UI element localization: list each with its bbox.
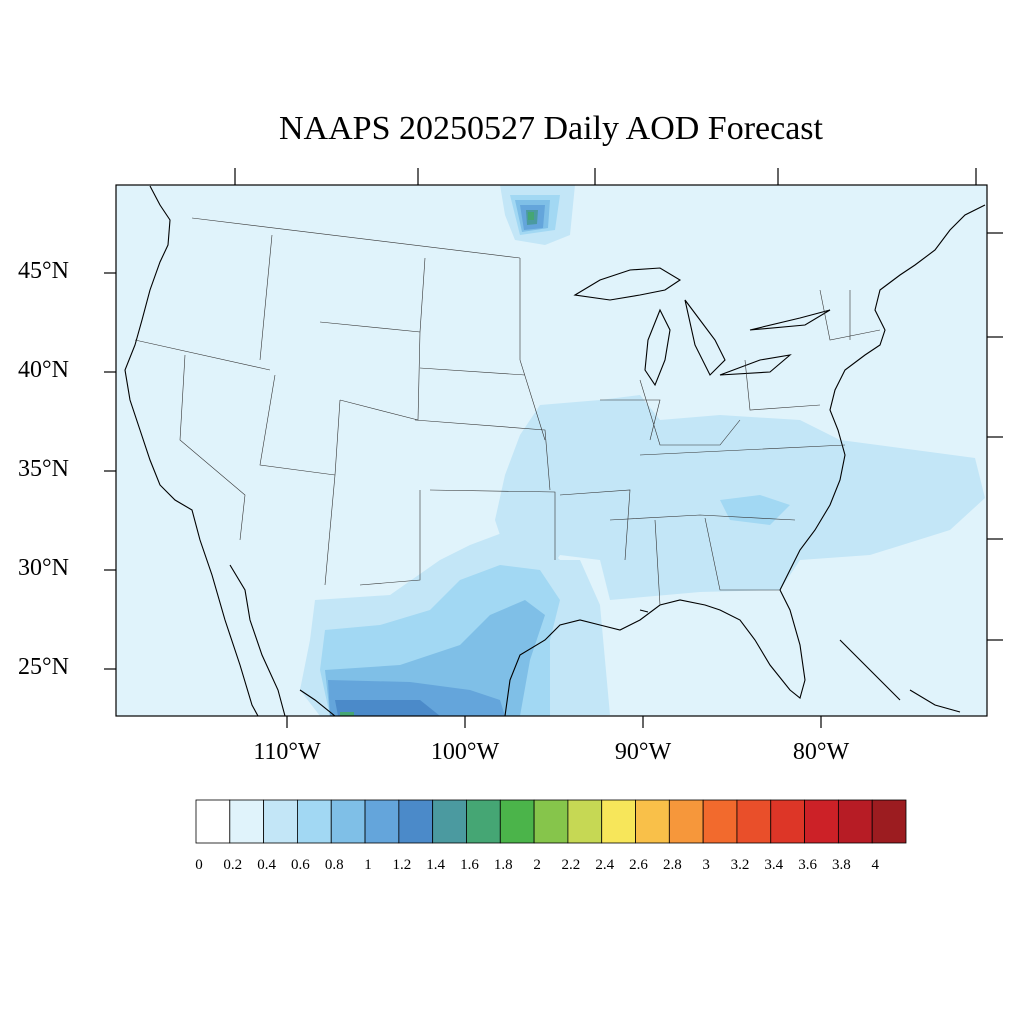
colorbar-swatch bbox=[837, 799, 873, 844]
colorbar-swatch bbox=[364, 799, 400, 844]
aod-hotspot-north bbox=[528, 212, 534, 220]
coastline-baja bbox=[229, 564, 286, 716]
colorbar-tick-label: 0.4 bbox=[257, 857, 276, 873]
colorbar-swatch bbox=[466, 799, 501, 844]
colorbar-tick-label: 3.2 bbox=[730, 857, 750, 873]
aod-hotspot-mexico bbox=[340, 712, 354, 716]
colorbar-swatch bbox=[668, 799, 704, 844]
colorbar-swatch bbox=[871, 799, 907, 844]
colorbar-tick-label: 3 bbox=[702, 857, 710, 873]
lon-label-110w: 110°W bbox=[253, 739, 321, 765]
lat-label-40: 40°N bbox=[18, 357, 69, 383]
aod-region-carolinas bbox=[720, 495, 790, 525]
colorbar-tick-label: 4 bbox=[871, 857, 879, 873]
colorbar-swatch bbox=[736, 799, 772, 844]
colorbar-swatch bbox=[398, 799, 434, 844]
colorbar-swatch bbox=[195, 799, 231, 844]
lat-label-25: 25°N bbox=[18, 654, 69, 680]
colorbar-tick-label: 3.8 bbox=[832, 857, 851, 873]
colorbar-swatch bbox=[635, 799, 670, 844]
colorbar-swatch bbox=[601, 799, 636, 844]
colorbar bbox=[195, 799, 907, 844]
lon-label-80w: 80°W bbox=[792, 739, 850, 765]
colorbar-tick-label: 0 bbox=[195, 857, 203, 873]
map-outlines bbox=[124, 185, 986, 716]
colorbar-tick-label: 1 bbox=[364, 857, 372, 873]
great-lakes bbox=[573, 267, 831, 387]
colorbar-tick-label: 1.2 bbox=[392, 857, 412, 873]
colorbar-swatch bbox=[770, 799, 805, 844]
lon-label-100w: 100°W bbox=[430, 739, 500, 765]
axis-ticks bbox=[104, 168, 1003, 728]
aod-region-mexico-peak bbox=[335, 700, 440, 716]
aod-field bbox=[300, 185, 985, 716]
colorbar-swatch bbox=[263, 799, 298, 844]
colorbar-swatch bbox=[297, 799, 332, 844]
colorbar-tick-label: 0.2 bbox=[223, 857, 243, 873]
map-title: NAAPS 20250527 Daily AOD Forecast bbox=[279, 110, 823, 147]
state-borders bbox=[134, 217, 881, 606]
colorbar-swatch bbox=[702, 799, 738, 844]
map-frame bbox=[115, 184, 988, 717]
colorbar-tick-label: 0.8 bbox=[324, 857, 344, 873]
lon-label-90w: 90°W bbox=[614, 739, 672, 765]
colorbar-swatch bbox=[229, 799, 265, 844]
coastline-west bbox=[124, 185, 259, 716]
colorbar-tick-label: 2.6 bbox=[629, 857, 648, 873]
colorbar-swatch bbox=[804, 799, 839, 844]
colorbar-tick-label: 3.4 bbox=[764, 857, 784, 873]
colorbar-tick-label: 1.6 bbox=[460, 857, 479, 873]
colorbar-swatch bbox=[330, 799, 366, 844]
lat-label-35: 35°N bbox=[18, 456, 69, 482]
colorbar-tick-label: 1.4 bbox=[426, 857, 446, 873]
colorbar-tick-label: 2 bbox=[533, 857, 541, 873]
colorbar-tick-label: 2.2 bbox=[561, 857, 581, 873]
colorbar-swatch bbox=[533, 799, 569, 844]
colorbar-tick-label: 0.6 bbox=[291, 857, 310, 873]
colorbar-tick-label: 1.8 bbox=[493, 857, 513, 873]
colorbar-swatch bbox=[567, 799, 603, 844]
colorbar-swatch bbox=[432, 799, 467, 844]
lat-label-30: 30°N bbox=[18, 555, 69, 581]
colorbar-tick-label: 3.6 bbox=[798, 857, 817, 873]
lat-label-45: 45°N bbox=[18, 258, 69, 284]
colorbar-swatch bbox=[499, 799, 535, 844]
colorbar-tick-label: 2.8 bbox=[662, 857, 682, 873]
colorbar-tick-label: 2.4 bbox=[595, 857, 615, 873]
florida-keys bbox=[639, 609, 961, 713]
